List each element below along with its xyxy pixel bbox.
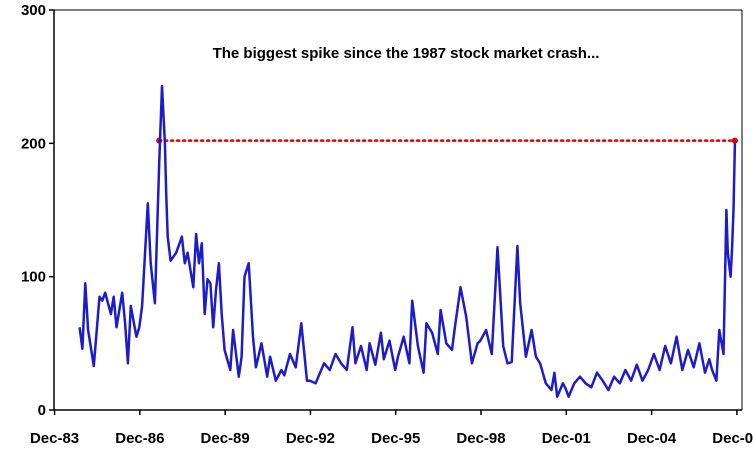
x-tick-label: Dec-92 [286, 430, 335, 447]
x-tick-label: Dec-98 [456, 430, 505, 447]
y-ticks: 0 100 200 300 [21, 2, 54, 419]
x-tick-label: Dec-86 [115, 430, 164, 447]
x-tick-label: Dec-07 [712, 430, 753, 447]
y-tick-label: 100 [21, 269, 46, 286]
x-tick-label: Dec-95 [371, 430, 420, 447]
x-tick-label: Dec-83 [30, 430, 79, 447]
series-line [78, 84, 737, 398]
reference-end-point [731, 137, 738, 144]
y-tick-label: 0 [38, 402, 46, 419]
x-tick-label: Dec-04 [627, 430, 677, 447]
x-tick-label: Dec-01 [542, 430, 591, 447]
axes [53, 9, 743, 411]
y-tick-label: 300 [21, 2, 46, 19]
chart-annotation: The biggest spike since the 1987 stock m… [213, 45, 600, 62]
y-tick-label: 200 [21, 135, 46, 152]
x-ticks: Dec-83 Dec-86 Dec-89 Dec-92 Dec-95 Dec-98 Dec-… [30, 410, 753, 447]
x-tick-label: Dec-89 [201, 430, 250, 447]
